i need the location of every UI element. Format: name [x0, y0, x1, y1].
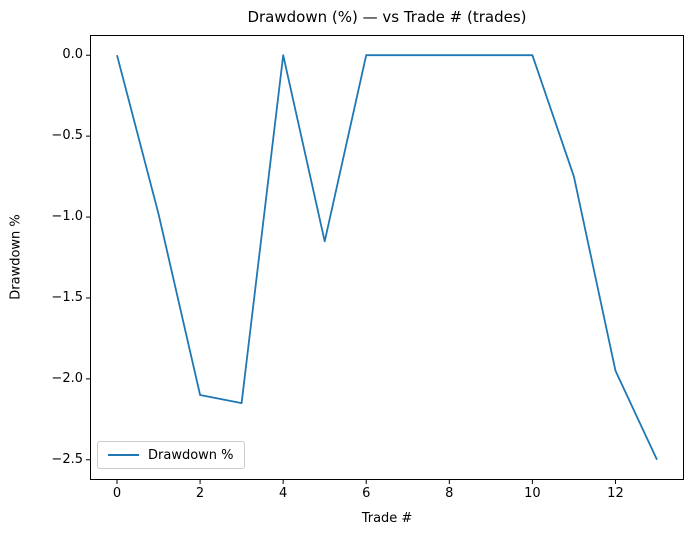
x-tick-label: 12 — [607, 486, 624, 501]
legend-line-sample — [108, 454, 139, 456]
y-tick-label: −1.0 — [51, 209, 83, 225]
x-tick-label: 2 — [195, 486, 205, 501]
chart-title: Drawdown (%) — vs Trade # (trades) — [247, 8, 527, 26]
x-tick-label: 0 — [112, 486, 122, 501]
axes-spines — [90, 35, 684, 480]
y-tick-label: 0.0 — [62, 47, 83, 63]
x-tick-label: 4 — [279, 486, 288, 501]
x-tick-label: 10 — [524, 486, 541, 501]
y-tick-label: −0.5 — [51, 128, 83, 144]
x-axis-label: Trade # — [361, 511, 413, 526]
drawdown-line — [116, 54, 658, 461]
x-tick-label: 8 — [445, 486, 454, 501]
legend-label: Drawdown % — [148, 447, 234, 463]
y-tick-label: −2.5 — [51, 451, 83, 467]
y-tick-label: −2.0 — [51, 370, 83, 386]
x-tick-label: 6 — [362, 486, 371, 501]
legend: Drawdown % — [97, 441, 245, 469]
y-tick-label: −1.5 — [51, 289, 83, 305]
tick-marks — [86, 54, 616, 484]
